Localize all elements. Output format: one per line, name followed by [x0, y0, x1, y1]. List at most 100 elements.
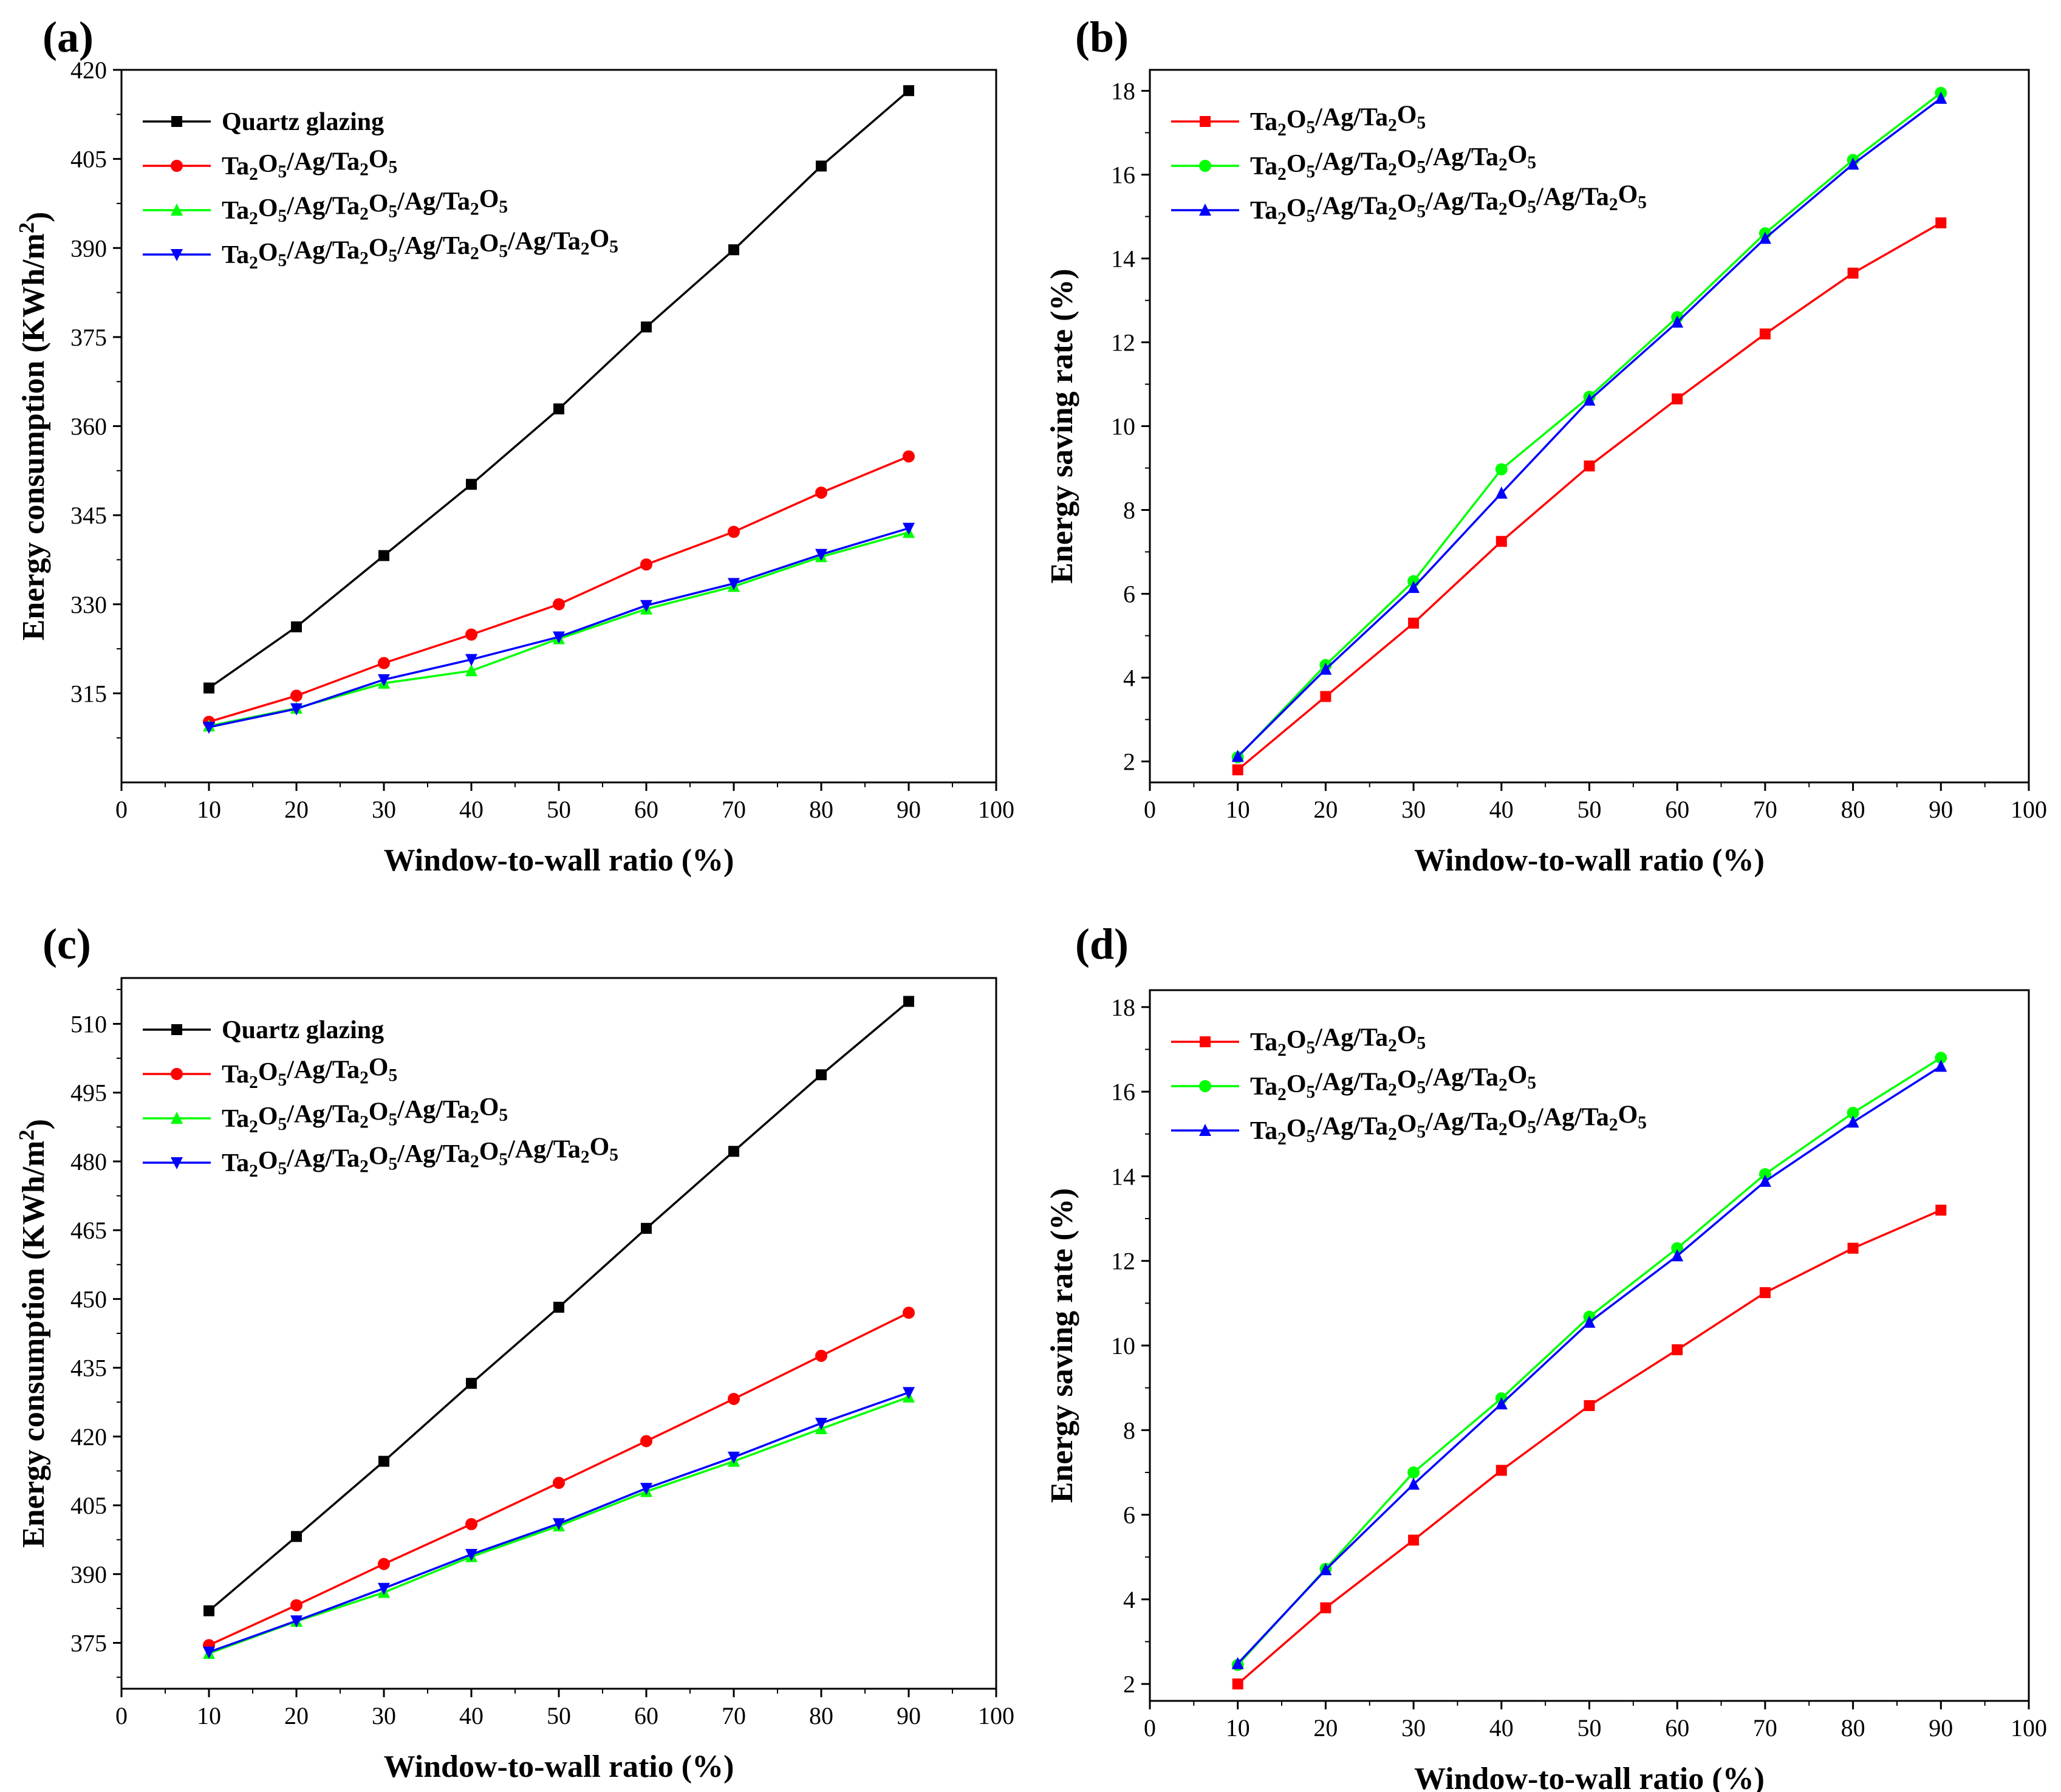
panel-label: (b) — [1075, 13, 1129, 61]
data-point — [1672, 393, 1683, 405]
legend-entry: Ta2O5/Ag/Ta2O5/Ag/Ta2O5 — [222, 1093, 508, 1137]
x-tick-label: 60 — [1665, 796, 1689, 823]
x-tick-label: 100 — [2011, 796, 2047, 823]
x-axis-title: Window-to-wall ratio (%) — [1414, 843, 1765, 878]
y-tick-label: 4 — [1123, 1586, 1135, 1613]
x-tick-label: 90 — [1929, 1714, 1953, 1742]
x-tick-label: 50 — [547, 796, 571, 823]
data-point — [1495, 1465, 1507, 1476]
x-tick-label: 30 — [1401, 1714, 1426, 1742]
y-tick-label: 375 — [70, 324, 107, 351]
y-tick-label: 420 — [70, 1423, 107, 1451]
data-point — [640, 600, 652, 612]
y-axis-title: Energy consumption (KWh/m2) — [15, 212, 55, 641]
data-point — [1847, 157, 1859, 170]
legend-marker — [1199, 203, 1211, 216]
y-tick-label: 435 — [70, 1355, 107, 1382]
data-point — [1759, 328, 1771, 340]
data-point — [203, 1605, 214, 1616]
x-axis-title: Window-to-wall ratio (%) — [384, 843, 734, 878]
legend-marker — [1200, 116, 1211, 127]
legend: Ta2O5/Ag/Ta2O5Ta2O5/Ag/Ta2O5/Ag/Ta2O5Ta2… — [1171, 1022, 1647, 1149]
y-tick-label: 6 — [1123, 1502, 1135, 1529]
data-point — [378, 674, 390, 686]
data-point — [378, 1582, 390, 1595]
legend-marker — [1199, 1080, 1211, 1092]
x-tick-label: 80 — [809, 796, 833, 823]
data-point — [1407, 581, 1420, 593]
legend: Quartz glazingTa2O5/Ag/Ta2O5Ta2O5/Ag/Ta2… — [143, 108, 618, 273]
legend-marker — [171, 203, 183, 216]
data-point — [728, 1146, 739, 1157]
y-axis-title: Energy saving rate (%) — [1045, 1188, 1079, 1503]
data-point — [1231, 1657, 1244, 1669]
data-point — [1935, 91, 1947, 104]
legend-marker — [1200, 1036, 1211, 1047]
x-tick-label: 80 — [1841, 796, 1865, 823]
x-tick-label: 0 — [1144, 1714, 1156, 1742]
x-tick-label: 70 — [722, 796, 746, 823]
x-tick-label: 0 — [1144, 796, 1156, 823]
y-tick-label: 510 — [70, 1010, 107, 1038]
data-point — [728, 1451, 740, 1464]
y-axis-title: Energy saving rate (%) — [1045, 268, 1079, 583]
x-tick-label: 100 — [978, 1702, 1014, 1729]
y-tick-label: 345 — [70, 502, 107, 529]
data-point — [1231, 750, 1244, 762]
data-point — [465, 628, 477, 641]
x-axis-title: Window-to-wall ratio (%) — [1414, 1762, 1765, 1792]
x-tick-label: 20 — [1313, 796, 1338, 823]
data-point — [465, 654, 477, 666]
data-point — [815, 1349, 827, 1362]
data-point — [553, 403, 564, 415]
x-tick-label: 70 — [1753, 796, 1777, 823]
y-tick-label: 2 — [1123, 748, 1135, 776]
x-tick-label: 60 — [634, 796, 658, 823]
data-point — [291, 621, 302, 632]
data-point — [1495, 463, 1508, 476]
legend: Ta2O5/Ag/Ta2O5Ta2O5/Ag/Ta2O5/Ag/Ta2O5Ta2… — [1171, 101, 1647, 228]
data-point — [903, 996, 914, 1007]
y-tick-label: 375 — [70, 1630, 107, 1657]
data-point — [903, 1307, 915, 1319]
x-tick-label: 50 — [1577, 1714, 1602, 1742]
x-tick-label: 70 — [1753, 1714, 1777, 1742]
x-tick-label: 10 — [1226, 1714, 1250, 1742]
series-1 — [203, 996, 914, 1616]
data-point — [903, 522, 915, 535]
legend-entry: Ta2O5/Ag/Ta2O5/Ag/Ta2O5 — [1250, 141, 1536, 184]
data-point — [815, 486, 827, 499]
y-tick-label: 16 — [1111, 162, 1135, 189]
data-point — [1847, 1115, 1859, 1128]
data-point — [378, 657, 390, 669]
data-point — [553, 1301, 564, 1313]
data-point — [553, 1518, 565, 1531]
y-tick-label: 16 — [1111, 1078, 1135, 1106]
x-tick-label: 60 — [1665, 1714, 1689, 1742]
x-tick-label: 90 — [897, 1702, 921, 1729]
legend-marker — [1199, 1124, 1211, 1136]
panel-label: (a) — [43, 13, 94, 61]
y-tick-label: 2 — [1123, 1671, 1135, 1698]
data-point — [465, 664, 477, 677]
data-point — [290, 703, 302, 716]
data-point — [1232, 1678, 1243, 1690]
x-tick-label: 30 — [372, 796, 396, 823]
data-point — [728, 244, 739, 256]
data-point — [465, 1518, 477, 1531]
data-point — [466, 1378, 477, 1389]
y-tick-label: 315 — [70, 680, 107, 707]
y-tick-label: 14 — [1111, 245, 1135, 273]
data-point — [553, 598, 565, 610]
y-tick-label: 450 — [70, 1285, 107, 1313]
x-tick-label: 50 — [1577, 796, 1602, 823]
data-point — [291, 1531, 302, 1542]
x-tick-label: 100 — [978, 796, 1014, 823]
data-point — [1759, 1168, 1771, 1180]
data-point — [553, 1477, 565, 1489]
legend-entry: Quartz glazing — [222, 1016, 384, 1044]
data-point — [290, 1599, 302, 1612]
y-axis-title: Energy consumption (KWh/m2) — [15, 1119, 55, 1548]
y-tick-label: 12 — [1111, 329, 1135, 357]
y-tick-label: 405 — [70, 1492, 107, 1519]
